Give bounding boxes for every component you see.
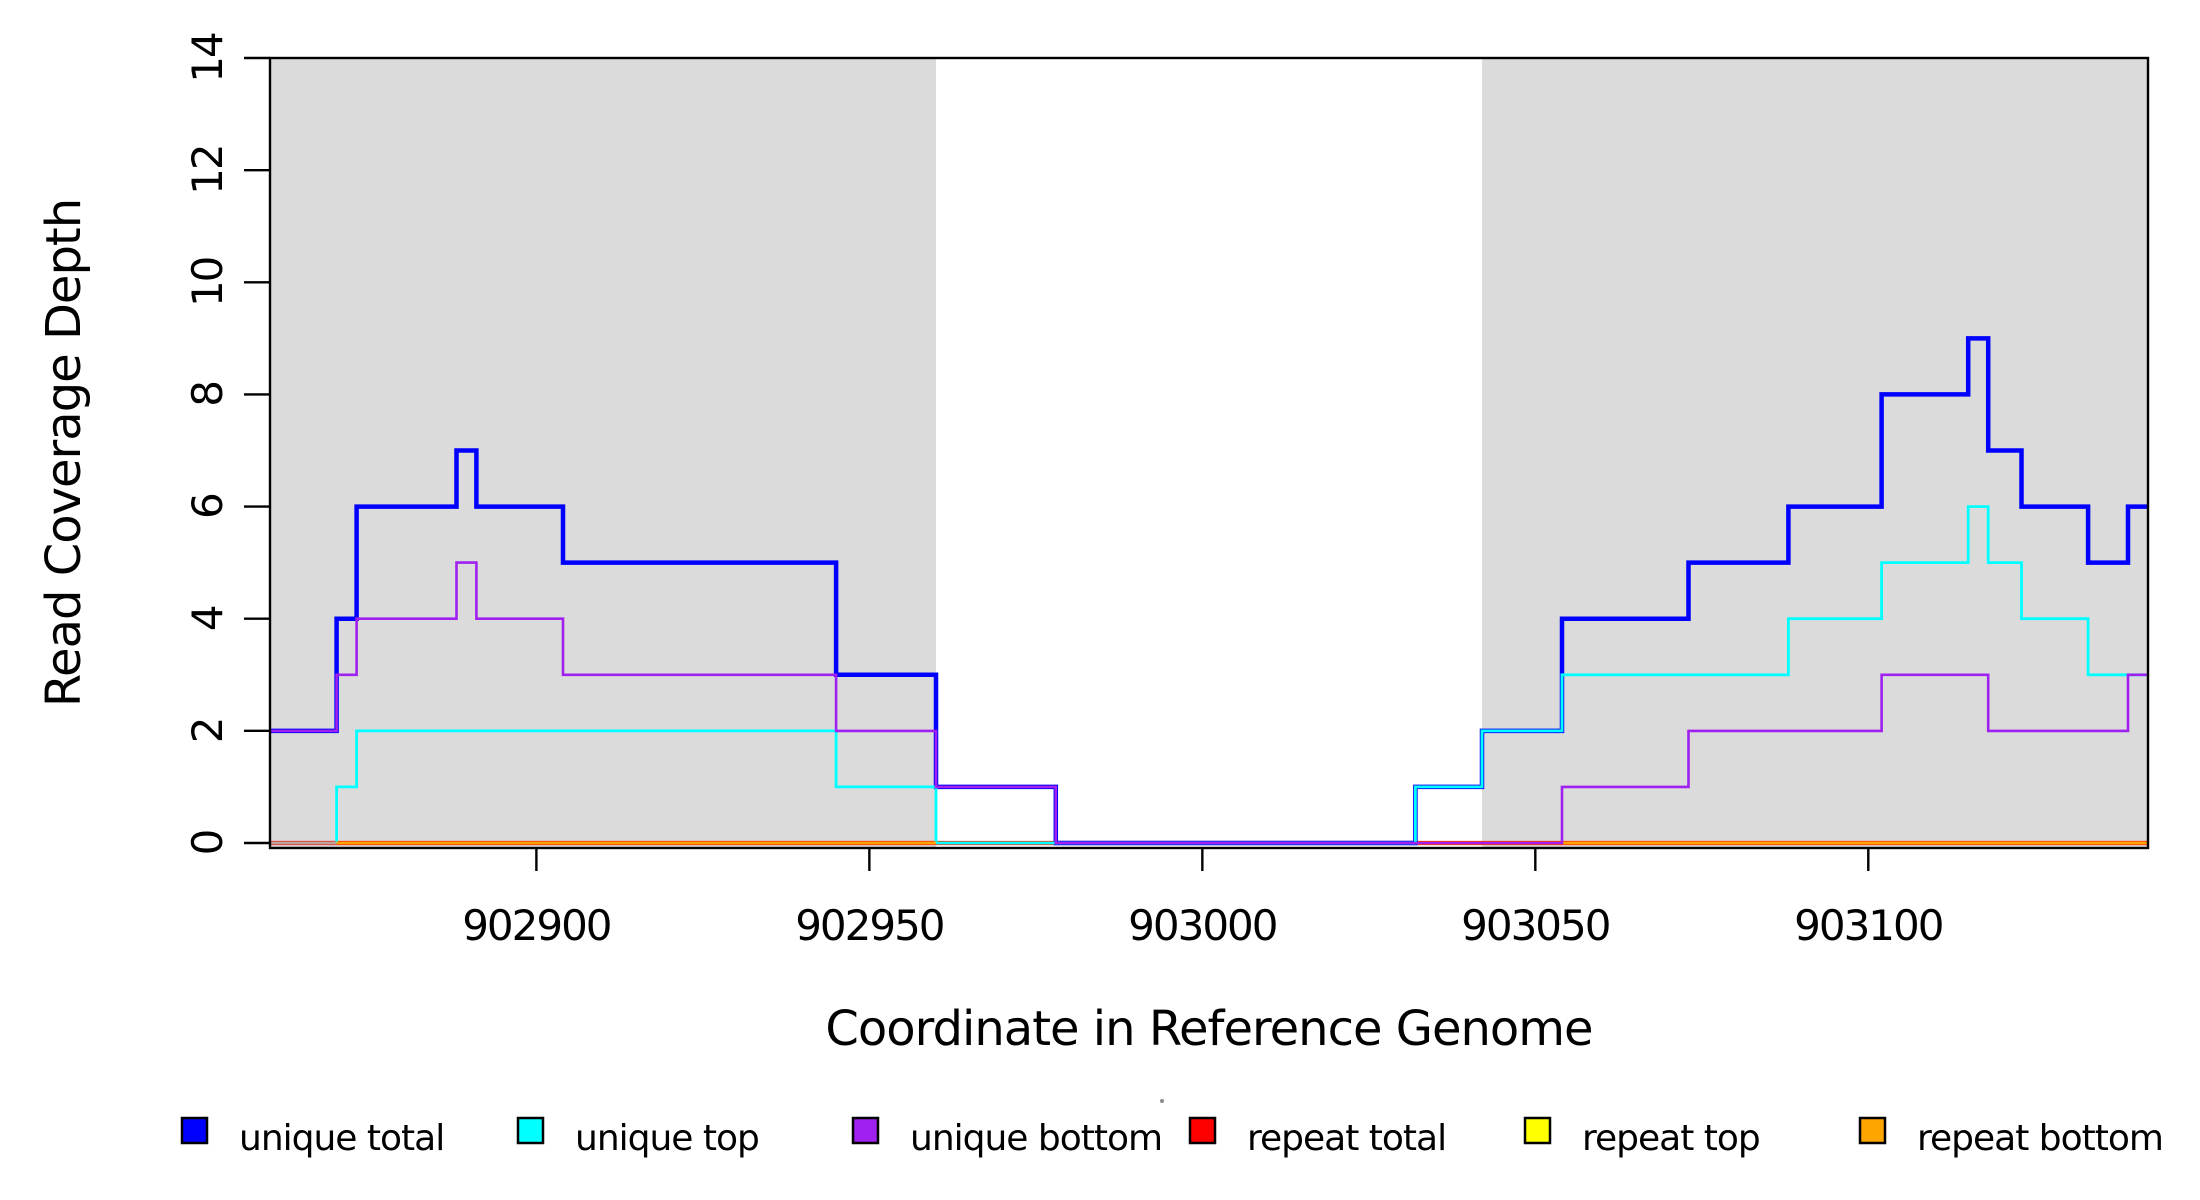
legend-swatch (516, 1116, 545, 1145)
speck-artifact (1160, 1099, 1164, 1103)
legend-label: repeat bottom (1917, 1118, 2163, 1159)
plot-frame (244, 56, 2150, 871)
legend-label: repeat top (1582, 1118, 1760, 1159)
y-tick-label: 10 (183, 258, 232, 307)
x-tick-label: 903100 (1794, 901, 1942, 950)
y-tick-label: 2 (183, 719, 232, 744)
x-tick-label: 903050 (1461, 901, 1609, 950)
x-axis-title: Coordinate in Reference Genome (825, 1001, 1592, 1057)
x-tick-label: 902900 (462, 901, 610, 950)
legend-entry-unique-total: unique total (180, 1116, 445, 1159)
legend-entry-repeat-bottom: repeat bottom (1858, 1116, 2164, 1159)
axis-tick-labels: 902900 902950 903000 903050 903100 0 2 4 6 8 10 12 1… (183, 33, 1945, 950)
legend-label: repeat total (1247, 1118, 1446, 1159)
legend-swatch (1858, 1116, 1887, 1145)
y-tick-label: 0 (183, 831, 232, 856)
legend-swatch (1188, 1116, 1217, 1145)
legend-swatch (851, 1116, 880, 1145)
series-line-unique-bottom (270, 561, 2148, 845)
legend-entry-unique-bottom: unique bottom (851, 1116, 1163, 1159)
legend-label: unique bottom (910, 1118, 1162, 1159)
x-tick-label: 903000 (1128, 901, 1276, 950)
y-axis-title: Read Coverage Depth (36, 199, 92, 707)
shaded-region (270, 58, 936, 848)
y-tick-label: 14 (183, 33, 232, 83)
x-tick-label: 902950 (795, 901, 943, 950)
y-tick-label: 6 (183, 494, 232, 519)
legend-entry-repeat-total: repeat total (1188, 1116, 1447, 1159)
y-tick-label: 12 (183, 145, 232, 194)
legend-entry-unique-top: unique top (516, 1116, 760, 1159)
legend-swatch (1523, 1116, 1552, 1145)
chart-legend: unique total unique top unique bottom repea… (180, 1116, 2164, 1159)
legend-label: unique top (575, 1118, 759, 1159)
legend-label: unique total (239, 1118, 444, 1159)
shaded-region (1482, 58, 2148, 848)
coverage-step-lines (270, 336, 2148, 846)
y-tick-label: 8 (183, 382, 232, 407)
plot-border-box (268, 56, 2150, 850)
legend-entry-repeat-top: repeat top (1523, 1116, 1761, 1159)
legend-swatch (180, 1116, 209, 1145)
y-tick-label: 4 (183, 606, 232, 631)
shaded-region-bands (270, 58, 2148, 848)
series-line-unique-top (270, 505, 2148, 845)
